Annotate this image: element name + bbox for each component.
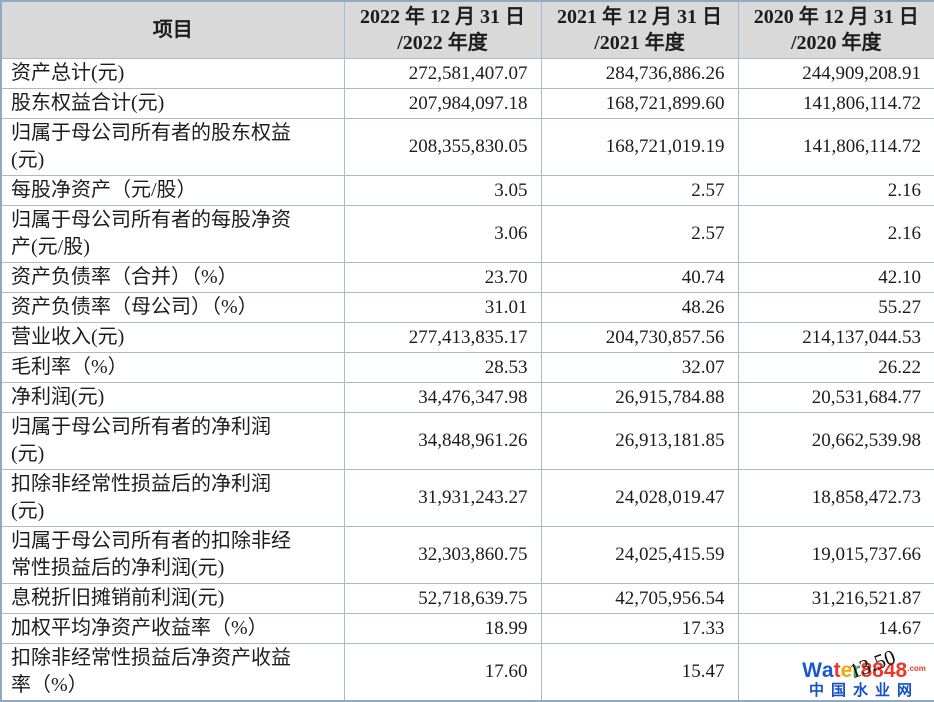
header-2021: 2021 年 12 月 31 日 /2021 年度 xyxy=(540,0,739,59)
table-row: 资产负债率（合并）（%） 23.70 40.74 42.10 xyxy=(0,262,934,293)
table-row: 归属于母公司所有者的股东权益 (元) 208,355,830.05 168,72… xyxy=(0,118,934,176)
value-2021: 40.74 xyxy=(540,262,739,293)
table-row: 资产总计(元) 272,581,407.07 284,736,886.26 24… xyxy=(0,58,934,89)
value-2021: 26,915,784.88 xyxy=(540,382,739,413)
value-2022: 207,984,097.18 xyxy=(343,88,542,119)
table-body: 资产总计(元) 272,581,407.07 284,736,886.26 24… xyxy=(0,58,934,702)
value-2020: 2.16 xyxy=(737,175,934,206)
row-label: 加权平均净资产收益率（%） xyxy=(0,613,345,644)
value-2022: 272,581,407.07 xyxy=(343,58,542,89)
watermark-letter: t xyxy=(833,659,841,683)
value-2021: 17.33 xyxy=(540,613,739,644)
row-label: 归属于母公司所有者的每股净资 产(元/股) xyxy=(0,205,345,263)
value-2020: 18,858,472.73 xyxy=(737,469,934,527)
table-row: 加权平均净资产收益率（%） 18.99 17.33 14.67 xyxy=(0,613,934,644)
value-2021: 26,913,181.85 xyxy=(540,412,739,470)
watermark-subtitle: 中国水业网 xyxy=(808,682,919,700)
watermark-letter: W xyxy=(802,659,822,683)
row-label: 扣除非经常性损益后的净利润 (元) xyxy=(0,469,345,527)
value-2020: 14.67 xyxy=(737,613,934,644)
value-2022: 277,413,835.17 xyxy=(343,322,542,353)
value-2020: 26.22 xyxy=(737,352,934,383)
value-2022: 34,848,961.26 xyxy=(343,412,542,470)
table-row: 股东权益合计(元) 207,984,097.18 168,721,899.60 … xyxy=(0,88,934,119)
row-label: 扣除非经常性损益后净资产收益 率（%） xyxy=(0,643,345,702)
value-2022: 17.60 xyxy=(343,643,542,702)
row-label: 归属于母公司所有者的股东权益 (元) xyxy=(0,118,345,176)
row-label: 资产负债率（母公司）（%） xyxy=(0,292,345,323)
value-2022: 18.99 xyxy=(343,613,542,644)
value-2020: 20,662,539.98 xyxy=(737,412,934,470)
header-2022: 2022 年 12 月 31 日 /2022 年度 xyxy=(343,0,542,59)
value-2021: 168,721,019.19 xyxy=(540,118,739,176)
value-2021: 42,705,956.54 xyxy=(540,583,739,614)
value-2021: 24,025,415.59 xyxy=(540,526,739,584)
value-2020: 42.10 xyxy=(737,262,934,293)
row-label: 每股净资产（元/股） xyxy=(0,175,345,206)
table-row: 净利润(元) 34,476,347.98 26,915,784.88 20,53… xyxy=(0,382,934,413)
table-row: 归属于母公司所有者的每股净资 产(元/股) 3.06 2.57 2.16 xyxy=(0,205,934,263)
value-2021: 284,736,886.26 xyxy=(540,58,739,89)
watermark-domain-suffix: .com xyxy=(907,664,926,674)
table-row: 资产负债率（母公司）（%） 31.01 48.26 55.27 xyxy=(0,292,934,323)
value-2020: 141,806,114.72 xyxy=(737,118,934,176)
value-2021: 2.57 xyxy=(540,205,739,263)
header-item: 项目 xyxy=(0,0,345,59)
value-2020: 141,806,114.72 xyxy=(737,88,934,119)
table-row: 营业收入(元) 277,413,835.17 204,730,857.56 21… xyxy=(0,322,934,353)
header-2020: 2020 年 12 月 31 日 /2020 年度 xyxy=(737,0,934,59)
value-2021: 2.57 xyxy=(540,175,739,206)
row-label: 资产总计(元) xyxy=(0,58,345,89)
value-2021: 32.07 xyxy=(540,352,739,383)
value-2020: 214,137,044.53 xyxy=(737,322,934,353)
value-2022: 28.53 xyxy=(343,352,542,383)
value-2020: 2.16 xyxy=(737,205,934,263)
watermark-letter: a xyxy=(821,659,834,683)
row-label: 资产负债率（合并）（%） xyxy=(0,262,345,293)
row-label: 归属于母公司所有者的扣除非经 常性损益后的净利润(元) xyxy=(0,526,345,584)
value-2022: 3.06 xyxy=(343,205,542,263)
value-2021: 48.26 xyxy=(540,292,739,323)
value-2021: 204,730,857.56 xyxy=(540,322,739,353)
value-2020: 19,015,737.66 xyxy=(737,526,934,584)
value-2020: 55.27 xyxy=(737,292,934,323)
value-2021: 24,028,019.47 xyxy=(540,469,739,527)
row-label: 毛利率（%） xyxy=(0,352,345,383)
table-row: 每股净资产（元/股） 3.05 2.57 2.16 xyxy=(0,175,934,206)
value-2022: 31,931,243.27 xyxy=(343,469,542,527)
value-2022: 31.01 xyxy=(343,292,542,323)
value-2020: 31,216,521.87 xyxy=(737,583,934,614)
value-2020: 20,531,684.77 xyxy=(737,382,934,413)
table-row: 归属于母公司所有者的扣除非经 常性损益后的净利润(元) 32,303,860.7… xyxy=(0,526,934,584)
header-row: 项目 2022 年 12 月 31 日 /2022 年度 2021 年 12 月… xyxy=(0,0,934,59)
table-row: 扣除非经常性损益后净资产收益 率（%） 17.60 15.47 13.50 Wa… xyxy=(0,643,934,702)
value-2022: 52,718,639.75 xyxy=(343,583,542,614)
value-2022: 23.70 xyxy=(343,262,542,293)
table-row: 归属于母公司所有者的净利润 (元) 34,848,961.26 26,913,1… xyxy=(0,412,934,470)
row-label: 营业收入(元) xyxy=(0,322,345,353)
value-2022: 32,303,860.75 xyxy=(343,526,542,584)
row-label: 股东权益合计(元) xyxy=(0,88,345,119)
row-label: 净利润(元) xyxy=(0,382,345,413)
value-2020: 244,909,208.91 xyxy=(737,58,934,89)
value-2022: 3.05 xyxy=(343,175,542,206)
table-row: 扣除非经常性损益后的净利润 (元) 31,931,243.27 24,028,0… xyxy=(0,469,934,527)
value-2022: 208,355,830.05 xyxy=(343,118,542,176)
value-2022: 34,476,347.98 xyxy=(343,382,542,413)
row-label: 归属于母公司所有者的净利润 (元) xyxy=(0,412,345,470)
row-label: 息税折旧摊销前利润(元) xyxy=(0,583,345,614)
table-row: 毛利率（%） 28.53 32.07 26.22 xyxy=(0,352,934,383)
value-2021: 15.47 xyxy=(540,643,739,702)
value-2020: 13.50 Water8848.com 中国水业网 xyxy=(737,643,934,702)
table-row: 息税折旧摊销前利润(元) 52,718,639.75 42,705,956.54… xyxy=(0,583,934,614)
value-2021: 168,721,899.60 xyxy=(540,88,739,119)
